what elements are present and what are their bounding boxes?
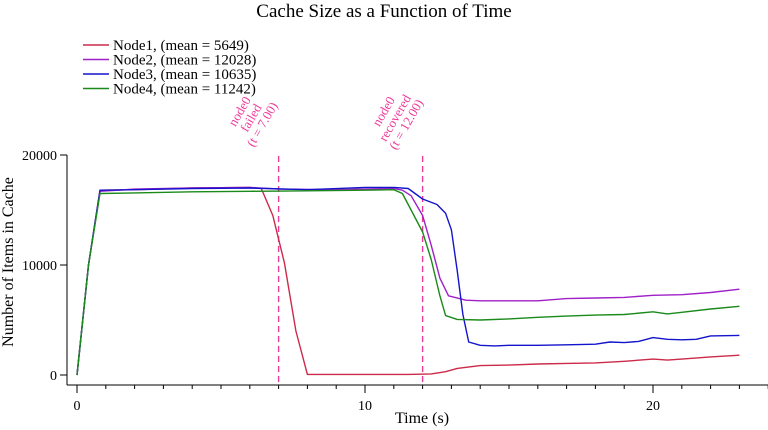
y-tick-label: 20000	[22, 149, 57, 164]
y-tick-label: 0	[50, 369, 57, 384]
x-tick-label: 10	[358, 399, 372, 414]
legend-label: Node3, (mean = 10635)	[113, 67, 256, 83]
y-tick-label: 10000	[22, 259, 57, 274]
series-line-node2	[76, 186, 740, 376]
legend-label: Node2, (mean = 12028)	[113, 53, 256, 69]
x-axis-label: Time (s)	[395, 410, 449, 427]
series-line-node1	[76, 186, 740, 376]
x-tick-label: 0	[74, 399, 81, 414]
y-axis-label: Number of Items in Cache	[0, 177, 17, 347]
chart-title: Cache Size as a Function of Time	[256, 1, 511, 22]
legend-label: Node1, (mean = 5649)	[113, 38, 249, 54]
series-line-node3	[76, 186, 740, 376]
legend: Node1, (mean = 5649)Node2, (mean = 12028…	[83, 38, 256, 98]
legend-label: Node4, (mean = 11242)	[113, 82, 256, 98]
x-tick-label: 20	[646, 399, 660, 414]
series-line-node4	[76, 189, 740, 376]
